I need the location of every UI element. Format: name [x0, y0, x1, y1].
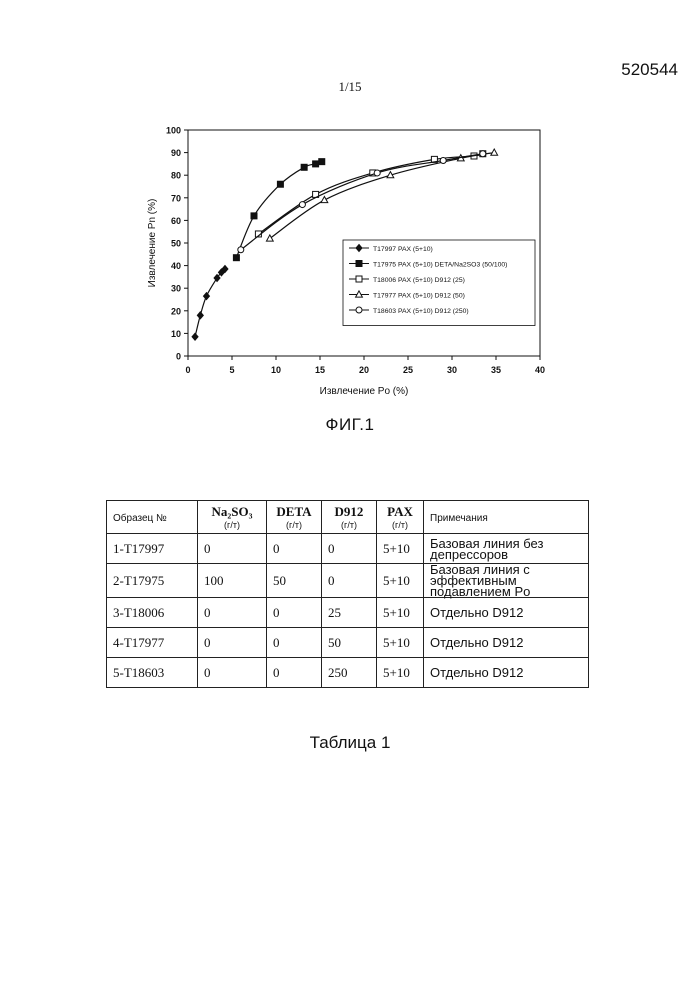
cell-deta: 50	[267, 564, 322, 598]
cell-sample: 3-T18006	[107, 598, 198, 628]
x-tick-label: 35	[491, 365, 501, 375]
series-5-point	[238, 247, 244, 253]
series-2-point	[277, 181, 283, 187]
x-tick-label: 30	[447, 365, 457, 375]
series-2-point	[301, 164, 307, 170]
x-tick-label: 25	[403, 365, 413, 375]
y-tick-label: 40	[171, 261, 181, 271]
series-1-point	[192, 333, 198, 340]
x-tick-label: 15	[315, 365, 325, 375]
cell-sample: 4-T17977	[107, 628, 198, 658]
header-deta: DETA(г/т)	[267, 501, 322, 534]
cell-na2so3: 100	[198, 564, 267, 598]
cell-note: Отдельно D912	[424, 598, 589, 628]
header-sample: Образец №	[107, 501, 198, 534]
y-tick-label: 70	[171, 193, 181, 203]
table-row: 3-T18006 0 0 25 5+10 Отдельно D912	[107, 598, 589, 628]
y-tick-label: 0	[176, 352, 181, 362]
cell-deta: 0	[267, 658, 322, 688]
cell-na2so3: 0	[198, 628, 267, 658]
cell-note: Отдельно D912	[424, 628, 589, 658]
header-d912: D912(г/т)	[322, 501, 377, 534]
series-5-point	[480, 151, 486, 157]
cell-pax: 5+10	[377, 658, 424, 688]
table-caption: Таблица 1	[0, 733, 700, 753]
x-tick-label: 40	[535, 365, 545, 375]
cell-sample: 5-T18603	[107, 658, 198, 688]
cell-note: Базовая линия с эффективным подавлением …	[424, 564, 589, 598]
y-tick-label: 10	[171, 329, 181, 339]
recovery-chart: 0 10 20 30 40 50 60 70 80 90 100 0 5 10 15 20 25 30 35 40 Из…	[138, 118, 558, 408]
series-line-1	[195, 269, 225, 337]
legend-entry: T18006 PAX (5+10) D912 (25)	[373, 277, 465, 284]
y-tick-label: 20	[171, 306, 181, 316]
series-1-point	[197, 312, 203, 319]
y-axis-label: Извлечение Pn (%)	[147, 199, 158, 288]
cell-na2so3: 0	[198, 598, 267, 628]
y-tick-label: 90	[171, 148, 181, 158]
series-2-point	[313, 161, 319, 167]
cell-d912: 50	[322, 628, 377, 658]
legend-entry: T17997 PAX (5+10)	[373, 246, 433, 253]
page-number: 1/15	[0, 79, 700, 95]
cell-na2so3: 0	[198, 658, 267, 688]
header-notes: Примечания	[424, 501, 589, 534]
y-tick-label: 50	[171, 239, 181, 249]
series-4-point	[491, 149, 498, 155]
series-4-point	[321, 196, 328, 202]
series-5-point	[374, 170, 380, 176]
cell-pax: 5+10	[377, 598, 424, 628]
cell-pax: 5+10	[377, 628, 424, 658]
legend-marker	[356, 307, 362, 313]
y-tick-label: 30	[171, 284, 181, 294]
x-tick-label: 20	[359, 365, 369, 375]
cell-sample: 2-T17975	[107, 564, 198, 598]
figure-caption: ФИГ.1	[0, 415, 700, 435]
legend-entry: T18603 PAX (5+10) D912 (250)	[373, 308, 469, 315]
series-2-point	[319, 159, 325, 165]
legend-entry: T17975 PAX (5+10) DETA/Na2SO3 (50/100)	[373, 262, 507, 269]
cell-note: Отдельно D912	[424, 658, 589, 688]
table-row: 4-T17977 0 0 50 5+10 Отдельно D912	[107, 628, 589, 658]
x-tick-label: 0	[185, 365, 190, 375]
cell-sample: 1-T17997	[107, 534, 198, 564]
y-tick-label: 80	[171, 171, 181, 181]
legend-marker	[356, 276, 362, 282]
cell-deta: 0	[267, 534, 322, 564]
cell-deta: 0	[267, 598, 322, 628]
cell-d912: 0	[322, 534, 377, 564]
series-1-point	[203, 293, 209, 300]
cell-d912: 0	[322, 564, 377, 598]
series-5-point	[440, 158, 446, 164]
cell-na2so3: 0	[198, 534, 267, 564]
header-na2so3: Na₂SO₃(г/т)	[198, 501, 267, 534]
cell-d912: 250	[322, 658, 377, 688]
series-5-point	[299, 202, 305, 208]
x-tick-label: 5	[229, 365, 234, 375]
table-header-row: Образец № Na₂SO₃(г/т) DETA(г/т) D912(г/т…	[107, 501, 589, 534]
x-axis-label: Извлечение Po (%)	[320, 386, 409, 397]
cell-note: Базовая линия без депрессоров	[424, 534, 589, 564]
y-tick-label: 60	[171, 216, 181, 226]
cell-deta: 0	[267, 628, 322, 658]
table-row: 2-T17975 100 50 0 5+10 Базовая линия с э…	[107, 564, 589, 598]
cell-pax: 5+10	[377, 564, 424, 598]
table-row: 1-T17997 0 0 0 5+10 Базовая линия без де…	[107, 534, 589, 564]
legend-marker	[356, 261, 362, 267]
series-line-5	[241, 154, 483, 250]
samples-table: Образец № Na₂SO₃(г/т) DETA(г/т) D912(г/т…	[106, 500, 589, 688]
document-number: 520544	[621, 60, 678, 80]
cell-pax: 5+10	[377, 534, 424, 564]
table-row: 5-T18603 0 0 250 5+10 Отдельно D912	[107, 658, 589, 688]
header-pax: PAX(г/т)	[377, 501, 424, 534]
series-2-point	[233, 255, 239, 261]
y-tick-label: 100	[166, 126, 181, 136]
series-4-point	[266, 235, 273, 241]
legend-entry: T17977 PAX (5+10) D912 (50)	[373, 293, 465, 300]
x-tick-label: 10	[271, 365, 281, 375]
cell-d912: 25	[322, 598, 377, 628]
series-2-point	[251, 213, 257, 219]
